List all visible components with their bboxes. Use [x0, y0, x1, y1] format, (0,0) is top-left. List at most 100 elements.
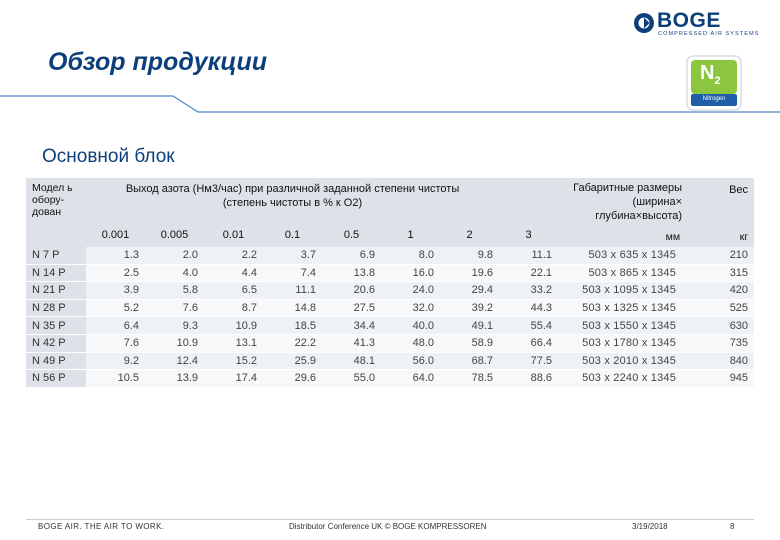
nitrogen-badge-icon	[686, 55, 742, 111]
model-cell: N 21 P	[26, 281, 86, 300]
flow-cell: 68.7	[440, 352, 500, 371]
weight-cell: 525	[686, 299, 755, 318]
header-dims-line1: Габаритные размеры	[573, 182, 683, 194]
flow-cell: 20.6	[322, 281, 381, 300]
badge-subscript-text: 2	[714, 75, 721, 87]
nitrogen-badge-label: Nitrogen	[702, 96, 726, 102]
purity-header: 0.005	[145, 223, 204, 247]
flow-cell: 6.4	[86, 316, 145, 335]
dimensions-cell: 503 x 1780 x 1345	[558, 334, 687, 353]
weight-cell: 735	[686, 334, 755, 353]
dimensions-cell: 503 x 1550 x 1345	[558, 316, 687, 335]
flow-cell: 48.1	[322, 352, 381, 371]
flow-cell: 48.0	[381, 334, 440, 353]
table-row: N 42 P 7.6 10.9 13.1 22.2 41.3 48.0 58.9 66.4 503…	[26, 334, 755, 353]
flow-cell: 22.2	[263, 334, 322, 353]
flow-cell: 2.2	[204, 247, 263, 265]
table-row: N 49 P 9.2 12.4 15.2 25.9 48.1 56.0 68.7 77.5 503…	[26, 352, 755, 371]
purity-header: 0.1	[263, 223, 322, 247]
logo-tagline: COMPRESSED AIR SYSTEMS	[658, 31, 760, 37]
dimensions-cell: 503 x 1325 x 1345	[558, 299, 687, 318]
header-dims-line3: глубина×высота)	[595, 210, 683, 222]
page-title: Обзор продукции	[48, 48, 268, 76]
flow-cell: 11.1	[499, 247, 559, 265]
flow-cell: 15.2	[204, 352, 263, 371]
flow-cell: 5.2	[86, 299, 145, 318]
flow-cell: 66.4	[499, 334, 559, 353]
footer-page-number: 8	[730, 522, 735, 531]
badge-symbol-text: N	[700, 62, 715, 84]
footer-divider	[26, 519, 754, 520]
flow-cell: 6.9	[322, 247, 381, 265]
weight-cell: 210	[686, 247, 755, 265]
purity-header: 0.5	[322, 223, 381, 247]
flow-cell: 19.6	[440, 264, 500, 283]
dimensions-cell: 503 x 2240 x 1345	[558, 369, 687, 388]
flow-cell: 34.4	[322, 316, 381, 335]
weight-cell: 420	[686, 281, 755, 300]
flow-cell: 9.3	[145, 316, 204, 335]
flow-cell: 58.9	[440, 334, 500, 353]
flow-cell: 12.4	[145, 352, 204, 371]
boge-logo: BOGE COMPRESSED AIR SYSTEMS	[633, 9, 758, 38]
model-cell: N 7 P	[26, 247, 86, 265]
flow-cell: 8.7	[204, 299, 263, 318]
dimensions-cell: 503 x 1095 x 1345	[558, 281, 687, 300]
dimensions-cell: 503 x 2010 x 1345	[558, 352, 687, 371]
weight-cell: 945	[686, 369, 755, 388]
flow-cell: 39.2	[440, 299, 500, 318]
flow-cell: 78.5	[440, 369, 500, 388]
flow-cell: 1.3	[86, 247, 145, 265]
flow-cell: 55.0	[322, 369, 381, 388]
flow-cell: 4.0	[145, 264, 204, 283]
flow-cell: 44.3	[499, 299, 559, 318]
flow-cell: 14.8	[263, 299, 322, 318]
flow-cell: 41.3	[322, 334, 381, 353]
table-row: N 21 P 3.9 5.8 6.5 11.1 20.6 24.0 29.4 33.2 503 x…	[26, 281, 755, 300]
header-dims-line2: (ширина×	[632, 196, 683, 208]
weight-cell: 840	[686, 352, 755, 371]
flow-cell: 6.5	[204, 281, 263, 300]
flow-cell: 33.2	[499, 281, 559, 300]
header-flow-spacer	[499, 178, 559, 223]
model-cell: N 28 P	[26, 299, 86, 318]
flow-cell: 29.4	[440, 281, 500, 300]
model-cell: N 14 P	[26, 264, 86, 283]
flow-cell: 10.9	[145, 334, 204, 353]
flow-cell: 11.1	[263, 281, 322, 300]
product-spec-table: Модел ь обору- дован Выход азота (Нм3/ча…	[26, 178, 755, 388]
purity-header: 3	[499, 223, 559, 247]
logo-wordmark: BOGE	[657, 9, 721, 32]
flow-cell: 8.0	[381, 247, 440, 265]
table-body: N 7 P 1.3 2.0 2.2 3.7 6.9 8.0 9.8 11.1 503 x 635 …	[26, 247, 755, 388]
flow-cell: 2.5	[86, 264, 145, 283]
nitrogen-badge-symbol: N2	[700, 62, 721, 87]
table-header-row-1: Модел ь обору- дован Выход азота (Нм3/ча…	[26, 178, 755, 247]
model-cell: N 42 P	[26, 334, 86, 353]
section-subtitle: Основной блок	[42, 146, 175, 167]
flow-cell: 4.4	[204, 264, 263, 283]
flow-cell: 2.0	[145, 247, 204, 265]
flow-cell: 32.0	[381, 299, 440, 318]
flow-cell: 7.4	[263, 264, 322, 283]
flow-cell: 27.5	[322, 299, 381, 318]
purity-header: 1	[381, 223, 440, 247]
flow-cell: 13.8	[322, 264, 381, 283]
table-row: N 56 P 10.5 13.9 17.4 29.6 55.0 64.0 78.5 88.6 50…	[26, 369, 755, 388]
header-weight: Вес	[686, 178, 755, 223]
model-cell: N 56 P	[26, 369, 86, 388]
purity-header: 0.01	[204, 223, 263, 247]
flow-cell: 22.1	[499, 264, 559, 283]
header-flow-line2: (степень чистоты в % к O2)	[222, 197, 363, 209]
header-model: Модел ь обору- дован	[26, 178, 86, 247]
flow-cell: 13.1	[204, 334, 263, 353]
header-flow: Выход азота (Нм3/час) при различной зада…	[86, 178, 500, 223]
footer-date: 3/19/2018	[632, 522, 668, 531]
dimensions-cell: 503 x 635 x 1345	[558, 247, 687, 265]
flow-cell: 9.8	[440, 247, 500, 265]
flow-cell: 13.9	[145, 369, 204, 388]
flow-cell: 5.8	[145, 281, 204, 300]
flow-cell: 16.0	[381, 264, 440, 283]
flow-cell: 10.9	[204, 316, 263, 335]
header-dimensions: Габаритные размеры (ширина× глубина×высо…	[558, 178, 687, 223]
